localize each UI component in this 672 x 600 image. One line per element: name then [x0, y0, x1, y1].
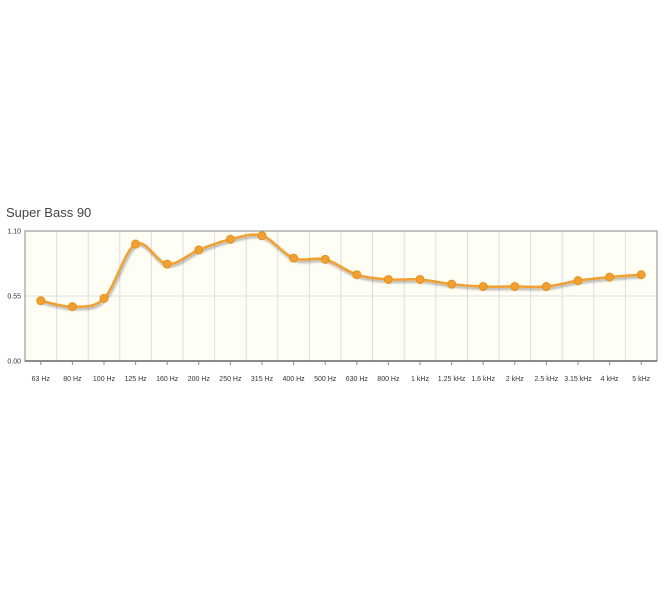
data-point — [257, 231, 267, 241]
data-point — [605, 272, 615, 282]
chart-title: Super Bass 90 — [6, 205, 92, 220]
x-tick-label: 5 kHz — [632, 376, 650, 383]
data-point — [320, 254, 330, 264]
data-point — [67, 302, 77, 312]
data-point — [131, 239, 141, 249]
data-point — [447, 279, 457, 289]
x-tick-label: 63 Hz — [32, 376, 51, 383]
data-point — [415, 274, 425, 284]
x-tick-label: 160 Hz — [156, 376, 179, 383]
x-tick-labels: 63 Hz 80 Hz 100 Hz 125 Hz 160 Hz 200 Hz 250 Hz… — [32, 361, 651, 383]
data-point — [636, 270, 646, 280]
y-tick-label: 1.10 — [7, 229, 21, 236]
series-group — [36, 231, 646, 312]
data-point — [352, 270, 362, 280]
x-tick-label: 80 Hz — [63, 376, 82, 383]
data-point — [162, 259, 172, 269]
x-tick-label: 315 Hz — [251, 376, 274, 383]
x-tick-label: 1 kHz — [411, 376, 429, 383]
x-tick-label: 400 Hz — [283, 376, 306, 383]
data-point — [510, 282, 520, 292]
y-tick-label: 0.55 — [7, 294, 21, 301]
data-point — [194, 245, 204, 255]
data-point — [99, 293, 109, 303]
x-tick-label: 2.5 kHz — [535, 376, 559, 383]
grid-lines — [25, 231, 657, 361]
data-point — [36, 296, 46, 306]
x-tick-label: 1.25 kHz — [438, 376, 466, 383]
x-tick-label: 800 Hz — [377, 376, 400, 383]
y-tick-labels: 0.00 0.55 1.10 — [7, 229, 21, 366]
data-point — [573, 276, 583, 286]
x-tick-label: 100 Hz — [93, 376, 116, 383]
x-tick-label: 2 kHz — [506, 376, 524, 383]
data-point — [541, 282, 551, 292]
x-tick-label: 125 Hz — [125, 376, 148, 383]
x-tick-label: 4 kHz — [601, 376, 619, 383]
data-point — [478, 282, 488, 292]
axes — [24, 230, 658, 362]
data-point — [225, 234, 235, 244]
data-point — [289, 253, 299, 263]
x-tick-label: 630 Hz — [346, 376, 369, 383]
y-tick-label: 0.00 — [7, 359, 21, 366]
data-point — [383, 274, 393, 284]
x-tick-label: 1.6 kHz — [471, 376, 495, 383]
x-tick-label: 3.15 kHz — [564, 376, 592, 383]
x-tick-label: 200 Hz — [188, 376, 211, 383]
x-tick-label: 250 Hz — [219, 376, 242, 383]
x-tick-label: 500 Hz — [314, 376, 337, 383]
